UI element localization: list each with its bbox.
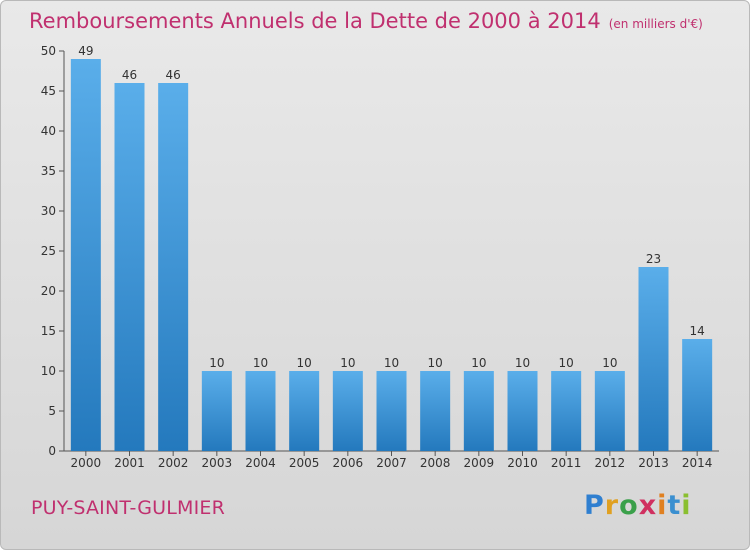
bar (463, 371, 494, 451)
y-tick-label: 50 (41, 44, 56, 58)
bar-value-label: 14 (690, 324, 705, 338)
bar-value-label: 46 (166, 68, 181, 82)
bar (376, 371, 407, 451)
bar (507, 371, 538, 451)
bar-value-label: 23 (646, 252, 661, 266)
x-tick-label: 2004 (245, 456, 276, 470)
location-name: PUY-SAINT-GULMIER (31, 497, 226, 519)
x-tick-label: 2000 (71, 456, 102, 470)
bar (420, 371, 451, 451)
bar-value-label: 10 (515, 356, 530, 370)
bar-value-label: 10 (428, 356, 443, 370)
x-tick-label: 2011 (551, 456, 582, 470)
x-tick-label: 2005 (289, 456, 320, 470)
y-tick-label: 15 (41, 324, 56, 338)
y-tick-label: 20 (41, 284, 56, 298)
chart-subtitle: (en milliers d'€) (608, 17, 703, 31)
x-tick-label: 2014 (682, 456, 713, 470)
bar-value-label: 10 (253, 356, 268, 370)
bar (201, 371, 232, 451)
bar-value-label: 46 (122, 68, 137, 82)
bar (682, 339, 713, 451)
x-tick-label: 2010 (507, 456, 538, 470)
x-tick-label: 2008 (420, 456, 451, 470)
bar (158, 83, 189, 451)
bar-value-label: 10 (209, 356, 224, 370)
y-tick-label: 5 (48, 404, 56, 418)
x-tick-label: 2003 (202, 456, 233, 470)
bar (551, 371, 582, 451)
bar-value-label: 10 (559, 356, 574, 370)
bar-value-label: 10 (384, 356, 399, 370)
bar-value-label: 49 (78, 44, 93, 58)
x-tick-label: 2007 (376, 456, 407, 470)
y-tick-label: 35 (41, 164, 56, 178)
bar-value-label: 10 (297, 356, 312, 370)
x-tick-label: 2002 (158, 456, 189, 470)
bar (70, 59, 101, 451)
y-tick-label: 10 (41, 364, 56, 378)
x-tick-label: 2012 (595, 456, 626, 470)
y-tick-label: 40 (41, 124, 56, 138)
bar (289, 371, 320, 451)
bar-value-label: 10 (602, 356, 617, 370)
x-tick-label: 2009 (464, 456, 495, 470)
y-tick-label: 0 (48, 444, 56, 458)
bar (332, 371, 363, 451)
bar-value-label: 10 (471, 356, 486, 370)
x-tick-label: 2001 (114, 456, 145, 470)
y-tick-label: 30 (41, 204, 56, 218)
bar (594, 371, 625, 451)
y-tick-label: 25 (41, 244, 56, 258)
bar (638, 267, 669, 451)
chart-title-line: Remboursements Annuels de la Dette de 20… (29, 9, 703, 33)
x-tick-label: 2013 (638, 456, 669, 470)
chart-title: Remboursements Annuels de la Dette de 20… (29, 9, 601, 33)
bar (245, 371, 276, 451)
proxiti-logo: Proxiti (584, 490, 692, 521)
y-tick-label: 45 (41, 84, 56, 98)
x-tick-label: 2006 (333, 456, 364, 470)
bar-value-label: 10 (340, 356, 355, 370)
bar (114, 83, 145, 451)
